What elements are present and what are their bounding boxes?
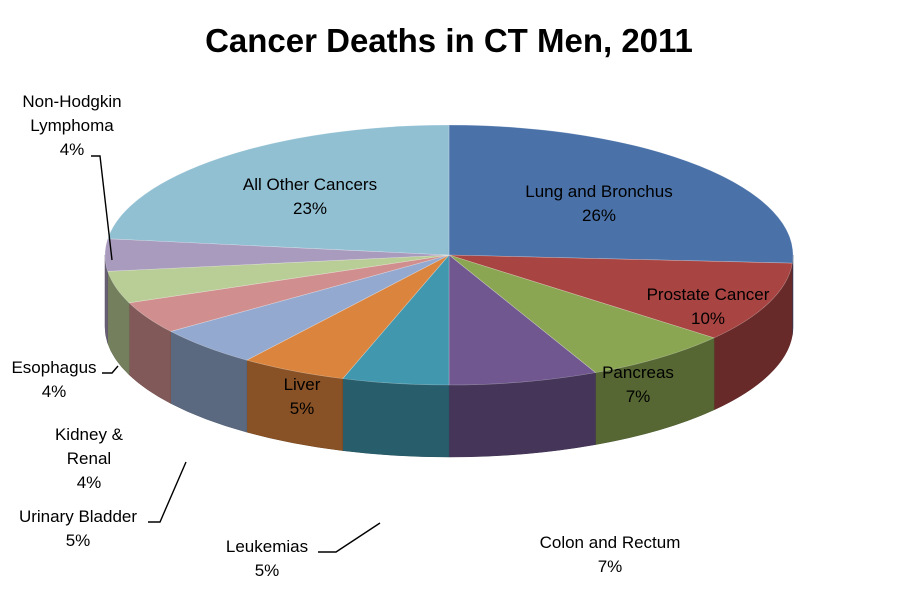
slice-prostate-cancer xyxy=(448,254,793,339)
label-leukemias: Leukemias 5% xyxy=(226,537,308,580)
label-pancreas: Pancreas 7% xyxy=(602,363,674,406)
leader-line-urinary-bladder xyxy=(148,461,187,523)
pie-sides xyxy=(104,254,794,458)
label-prostate-cancer: Prostate Cancer 10% xyxy=(647,285,770,328)
side-wall-leukemias xyxy=(342,378,450,458)
side-wall-colon-and-rectum xyxy=(448,372,596,458)
label-colon-and-rectum: Colon and Rectum 7% xyxy=(540,533,681,576)
label-kidney-renal: Kidney & Renal 4% xyxy=(55,425,124,492)
slice-colon-and-rectum xyxy=(448,254,597,386)
label-non-hodgkin-lymphoma: Non-Hodgkin Lymphoma 4% xyxy=(22,92,121,159)
slice-kidney-renal xyxy=(128,254,450,332)
leader-lines xyxy=(91,155,381,553)
label-liver: Liver 5% xyxy=(284,375,321,418)
slice-non-hodgkin-lymphoma xyxy=(104,238,450,272)
slice-liver xyxy=(245,254,450,379)
label-esophagus: Esophagus 4% xyxy=(11,358,96,401)
slice-lung-and-bronchus xyxy=(448,124,794,264)
leader-line-leukemias xyxy=(318,522,381,553)
label-urinary-bladder: Urinary Bladder 5% xyxy=(19,507,137,550)
slice-leukemias xyxy=(342,254,450,386)
slice-all-other-cancers xyxy=(107,124,450,256)
leader-line-esophagus xyxy=(102,365,119,374)
slice-pancreas xyxy=(448,254,715,373)
label-lung-and-bronchus: Lung and Bronchus 26% xyxy=(525,182,672,225)
chart-title: Cancer Deaths in CT Men, 2011 xyxy=(205,22,693,59)
slice-esophagus xyxy=(107,254,450,304)
label-all-other-cancers: All Other Cancers 23% xyxy=(243,175,377,218)
slice-labels: Lung and Bronchus 26% Prostate Cancer 10% Pa… xyxy=(11,92,769,580)
slice-urinary-bladder xyxy=(169,254,450,361)
pie-tops xyxy=(104,124,794,386)
leader-line-non-hodgkin-lymphoma xyxy=(91,155,113,261)
